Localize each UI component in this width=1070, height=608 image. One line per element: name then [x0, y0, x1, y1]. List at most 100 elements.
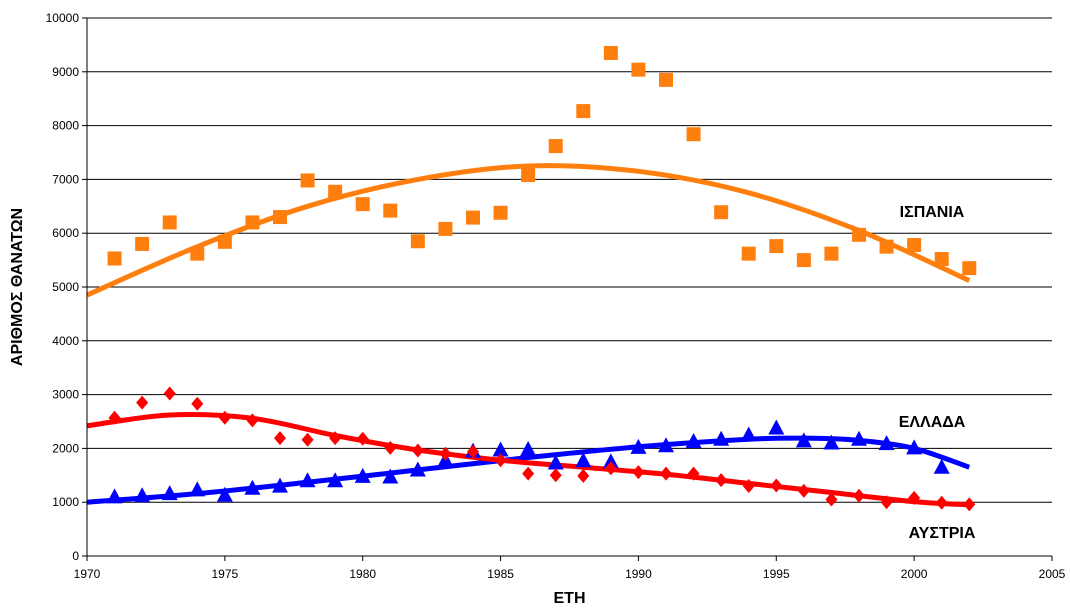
data-point-square: [879, 239, 894, 254]
data-point-square: [741, 246, 756, 261]
series-label-triangle: ΕΛΛΑΔΑ: [899, 414, 966, 431]
y-tick-label: 9000: [52, 65, 79, 79]
x-tick-label: 1970: [74, 567, 101, 581]
y-tick-label: 2000: [52, 441, 79, 455]
data-point-square: [438, 221, 453, 236]
data-point-diamond: [687, 466, 700, 481]
data-point-square: [466, 210, 480, 225]
data-point-square: [300, 173, 315, 188]
data-point-square: [576, 104, 591, 119]
data-point-square: [824, 246, 839, 261]
series-labels: ΙΣΠΑΝΙΑ ΕΛΛΑΔΑ ΑΥΣΤΡΙΑ: [899, 204, 976, 542]
data-point-diamond: [246, 413, 259, 428]
data-point-square: [410, 234, 425, 249]
data-point-diamond: [549, 468, 562, 483]
data-point-square: [190, 246, 205, 261]
data-point-triangle: [713, 430, 730, 446]
data-point-diamond: [715, 473, 728, 488]
y-tick-label: 6000: [52, 226, 79, 240]
data-point-triangle: [272, 477, 288, 493]
data-point-diamond: [136, 395, 149, 410]
data-point-diamond: [908, 490, 921, 505]
data-point-diamond: [825, 492, 838, 507]
x-tick-label: 1995: [763, 567, 790, 581]
data-point-square: [493, 205, 508, 220]
data-point-triangle: [106, 488, 123, 504]
data-point-square: [852, 227, 866, 242]
data-point-triangle: [189, 481, 206, 497]
data-point-diamond: [522, 466, 535, 481]
data-point-diamond: [301, 432, 314, 447]
data-point-diamond: [935, 495, 948, 510]
data-point-square: [631, 62, 646, 77]
data-point-square: [245, 215, 260, 230]
data-point-diamond: [797, 483, 810, 498]
data-point-triangle: [216, 486, 233, 502]
data-point-square: [934, 252, 949, 267]
y-tick-label: 7000: [52, 172, 79, 186]
series-label-square: ΙΣΠΑΝΙΑ: [900, 204, 965, 221]
data-point-diamond: [384, 440, 397, 455]
data-point-diamond: [274, 431, 286, 446]
trend-line-square: [85, 163, 971, 298]
data-point-diamond: [577, 468, 590, 483]
data-point-square: [328, 184, 343, 199]
data-point-triangle: [327, 472, 344, 488]
data-point-triangle: [409, 461, 426, 477]
data-point-triangle: [354, 467, 371, 483]
data-point-triangle: [161, 485, 178, 501]
data-point-triangle: [602, 453, 619, 469]
data-point-diamond: [218, 410, 231, 425]
data-point-triangle: [575, 452, 592, 468]
y-tick-label: 10000: [46, 11, 80, 25]
data-point-square: [796, 253, 811, 268]
data-point-square: [603, 45, 618, 60]
data-point-square: [769, 239, 784, 254]
data-point-triangle: [382, 468, 399, 484]
y-tick-label: 1000: [52, 495, 79, 509]
x-tick-label: 1975: [212, 567, 239, 581]
data-point-triangle: [740, 426, 757, 442]
data-point-diamond: [742, 479, 755, 494]
data-point-square: [548, 139, 563, 154]
data-point-square: [521, 168, 536, 183]
y-tick-label: 4000: [52, 334, 79, 348]
data-point-triangle: [685, 432, 702, 448]
data-point-diamond: [604, 461, 617, 476]
x-tick-label: 1980: [349, 567, 376, 581]
data-point-diamond: [853, 488, 865, 503]
data-point-triangle: [547, 454, 564, 470]
data-point-triangle: [933, 458, 950, 474]
data-point-triangle: [823, 434, 840, 450]
data-point-square: [714, 205, 729, 220]
data-point-triangle: [492, 441, 509, 457]
x-tick-label: 1985: [487, 567, 514, 581]
data-point-triangle: [630, 438, 647, 454]
axes: [82, 17, 1053, 561]
data-point-triangle: [878, 435, 895, 451]
data-point-diamond: [467, 444, 479, 459]
x-tick-label: 2005: [1039, 567, 1066, 581]
tick-labels: 0 1000 2000 3000 4000 5000 6000 7000 8000 9000 100…: [46, 11, 1066, 581]
data-point-triangle: [244, 479, 261, 495]
data-point-diamond: [356, 431, 369, 446]
data-point-triangle: [520, 441, 537, 457]
data-point-diamond: [660, 466, 672, 481]
series-label-diamond: ΑΥΣΤΡΙΑ: [909, 525, 976, 542]
x-tick-label: 1990: [625, 567, 652, 581]
data-point-diamond: [191, 396, 204, 411]
data-point-square: [107, 251, 122, 266]
x-axis-title: ΕΤΗ: [554, 590, 586, 607]
data-point-triangle: [299, 472, 316, 488]
data-point-square: [686, 127, 701, 142]
data-point-diamond: [494, 453, 507, 468]
data-point-triangle: [795, 432, 812, 448]
gridlines: [87, 17, 1052, 503]
y-tick-label: 3000: [52, 388, 79, 402]
data-point-square: [355, 197, 370, 212]
y-tick-label: 5000: [52, 280, 79, 294]
data-point-triangle: [134, 487, 151, 503]
data-point-square: [383, 203, 398, 218]
data-point-diamond: [163, 386, 176, 401]
